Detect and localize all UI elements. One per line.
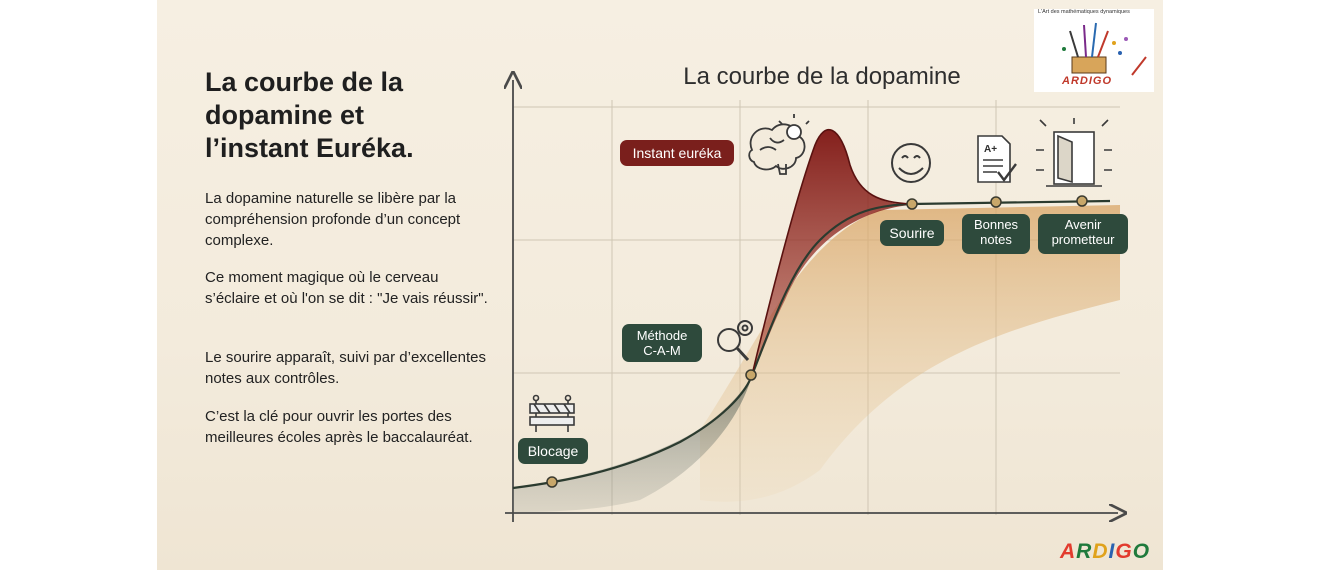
smiley-icon bbox=[891, 143, 931, 183]
paragraph-smile: Le sourire apparaît, suivi par d’excelle… bbox=[205, 349, 486, 387]
stage-label-text: Sourire bbox=[889, 225, 934, 241]
open-door-icon bbox=[1036, 118, 1112, 187]
graded-paper-icon: A+ bbox=[977, 135, 1017, 183]
diagram-title: La courbe de la dopamine bbox=[683, 63, 961, 90]
brand-mark: ARDIGO bbox=[1060, 540, 1151, 563]
paragraph-key: C’est la clé pour ouvrir les portes des … bbox=[205, 408, 473, 446]
stage-label-text: Avenir prometteur bbox=[1052, 217, 1116, 247]
stage-label-text: Bonnes notes bbox=[974, 217, 1019, 247]
label-bonnes-notes: Bonnes notes bbox=[962, 214, 1030, 254]
logo-wordmark: ARDIGO bbox=[1062, 75, 1112, 87]
label-blocage: Blocage bbox=[518, 438, 588, 464]
brain-lightbulb-icon bbox=[748, 114, 810, 175]
label-avenir-prometteur: Avenir prometteur bbox=[1038, 214, 1128, 254]
ardigo-logo bbox=[1034, 9, 1154, 92]
label-instant-eureka: Instant euréka bbox=[620, 140, 734, 166]
stage-label-text: Instant euréka bbox=[633, 145, 722, 161]
magnifier-gear-icon bbox=[717, 320, 753, 362]
svg-text:A+: A+ bbox=[984, 144, 997, 155]
infographic-heading: La courbe de la dopamine et l’instant Eu… bbox=[205, 67, 414, 163]
logo-tagline: L'Art des mathématiques dynamiques bbox=[1038, 9, 1130, 15]
stage-label-text: Méthode C-A-M bbox=[637, 328, 688, 358]
peak-outline bbox=[751, 128, 913, 376]
paint-brushes-icon bbox=[1062, 22, 1147, 76]
label-methode: Méthode C-A-M bbox=[622, 324, 702, 362]
paragraph-magic-moment: Ce moment magique où le cerveau s’éclair… bbox=[205, 269, 488, 307]
barrier-icon bbox=[529, 394, 575, 432]
stage-label-text: Blocage bbox=[528, 443, 579, 459]
orange-wash bbox=[700, 205, 1120, 502]
paragraph-dopamine: La dopamine naturelle se libère par la c… bbox=[205, 190, 461, 249]
curve-markers bbox=[546, 195, 1088, 488]
label-sourire: Sourire bbox=[880, 220, 944, 246]
